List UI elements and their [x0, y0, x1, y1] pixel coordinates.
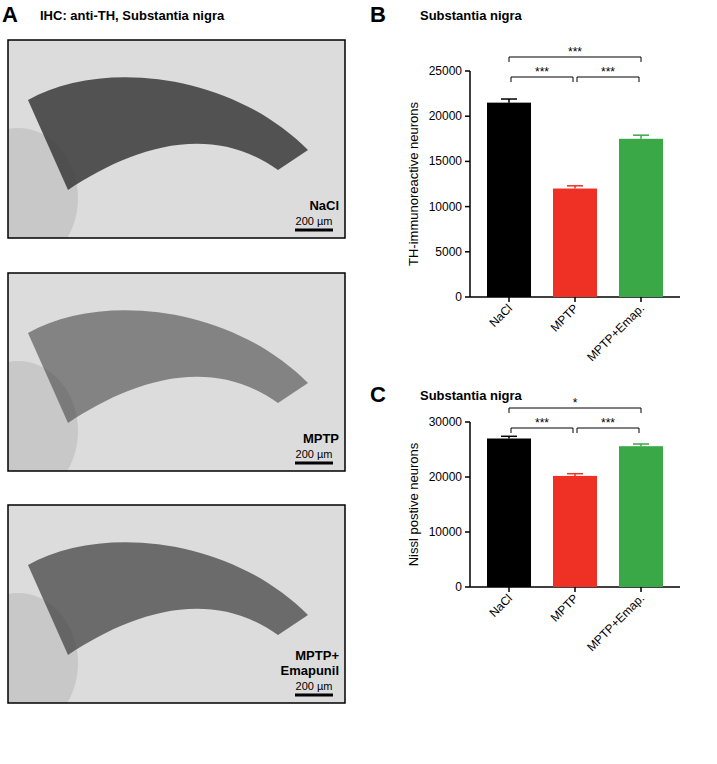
x-tick-label: NaCl	[486, 591, 515, 620]
scale-bar-label: 200 µm	[296, 215, 333, 227]
y-tick	[465, 421, 470, 423]
nigra-band	[28, 77, 308, 190]
chart-title: Substantia nigra	[420, 388, 523, 403]
x-tick-label: NaCl	[486, 301, 515, 330]
bar	[619, 446, 663, 587]
error-bar	[633, 444, 649, 446]
y-tick-label: 10000	[429, 200, 463, 214]
image-label: Emapunil	[280, 663, 339, 678]
chart-title: Substantia nigra	[420, 8, 523, 23]
x-tick	[508, 297, 510, 302]
y-tick	[465, 251, 470, 253]
scale-bar	[295, 694, 333, 697]
error-cap	[501, 436, 517, 438]
y-tick-label: 0	[455, 580, 462, 594]
bar	[619, 139, 663, 297]
error-cap	[567, 473, 583, 475]
error-cap	[633, 443, 649, 445]
nigra-band	[28, 310, 308, 423]
error-cap	[633, 134, 649, 136]
y-axis	[469, 422, 471, 587]
y-tick-label: 5000	[435, 245, 462, 259]
y-tick-label: 0	[455, 290, 462, 304]
bar	[553, 189, 597, 297]
image-label: MPTP	[303, 431, 339, 446]
panel-label: A	[2, 2, 18, 27]
significance-label: ***	[535, 416, 549, 430]
error-bar	[501, 99, 517, 103]
scale-bar	[295, 462, 333, 465]
error-cap	[501, 98, 517, 100]
x-tick	[574, 587, 576, 592]
scale-bar-label: 200 µm	[296, 448, 333, 460]
significance-label: *	[573, 396, 578, 410]
image-frame	[8, 40, 345, 238]
y-tick	[465, 476, 470, 478]
figure: A IHC: anti-TH, Substantia nigra NaCl 200 µ…	[0, 0, 717, 764]
x-tick	[574, 297, 576, 302]
panel-label: C	[370, 382, 386, 407]
panel-label: B	[370, 2, 386, 27]
bar	[487, 103, 531, 297]
micrograph	[8, 505, 345, 703]
x-tick-label: MPTP+Emap.	[584, 301, 647, 364]
y-tick-label: 20000	[429, 470, 463, 484]
nigra-band	[28, 542, 308, 655]
scale-bar-label: 200 µm	[296, 680, 333, 692]
x-tick	[640, 587, 642, 592]
micrograph	[8, 273, 345, 471]
error-bar	[633, 135, 649, 139]
y-tick-label: 30000	[429, 415, 463, 429]
significance-label: ***	[601, 65, 615, 79]
y-tick-label: 20000	[429, 109, 463, 123]
x-tick-label: MPTP+Emap.	[584, 591, 647, 654]
y-axis-label: Nissl postive neurons	[406, 442, 421, 566]
plot-area	[487, 99, 663, 297]
error-bar	[501, 436, 517, 438]
plot-area	[487, 436, 663, 587]
x-tick	[508, 587, 510, 592]
significance-label: ***	[568, 45, 582, 59]
image-frame	[8, 505, 345, 703]
y-tick-label: 15000	[429, 154, 463, 168]
y-tick	[465, 586, 470, 588]
image-label: NaCl	[309, 198, 339, 213]
y-tick	[465, 161, 470, 163]
scale-bar	[295, 229, 333, 232]
bar	[487, 439, 531, 588]
panel-title: IHC: anti-TH, Substantia nigra	[40, 8, 225, 23]
y-tick	[465, 70, 470, 72]
y-tick	[465, 296, 470, 298]
error-bar	[567, 474, 583, 476]
y-tick	[465, 206, 470, 208]
y-axis	[469, 71, 471, 297]
error-cap	[567, 185, 583, 187]
significance-label: ***	[601, 416, 615, 430]
y-tick-label: 10000	[429, 525, 463, 539]
image-label: MPTP+	[295, 648, 339, 663]
x-tick-label: MPTP	[548, 301, 581, 334]
micrograph	[8, 40, 345, 238]
image-frame	[8, 273, 345, 471]
significance-label: ***	[535, 65, 549, 79]
y-axis-label: TH-immunoreactive neurons	[406, 102, 421, 267]
x-tick	[640, 297, 642, 302]
y-tick	[465, 115, 470, 117]
y-tick	[465, 531, 470, 533]
bar	[553, 476, 597, 587]
error-bar	[567, 186, 583, 189]
x-tick-label: MPTP	[548, 591, 581, 624]
y-tick-label: 25000	[429, 64, 463, 78]
